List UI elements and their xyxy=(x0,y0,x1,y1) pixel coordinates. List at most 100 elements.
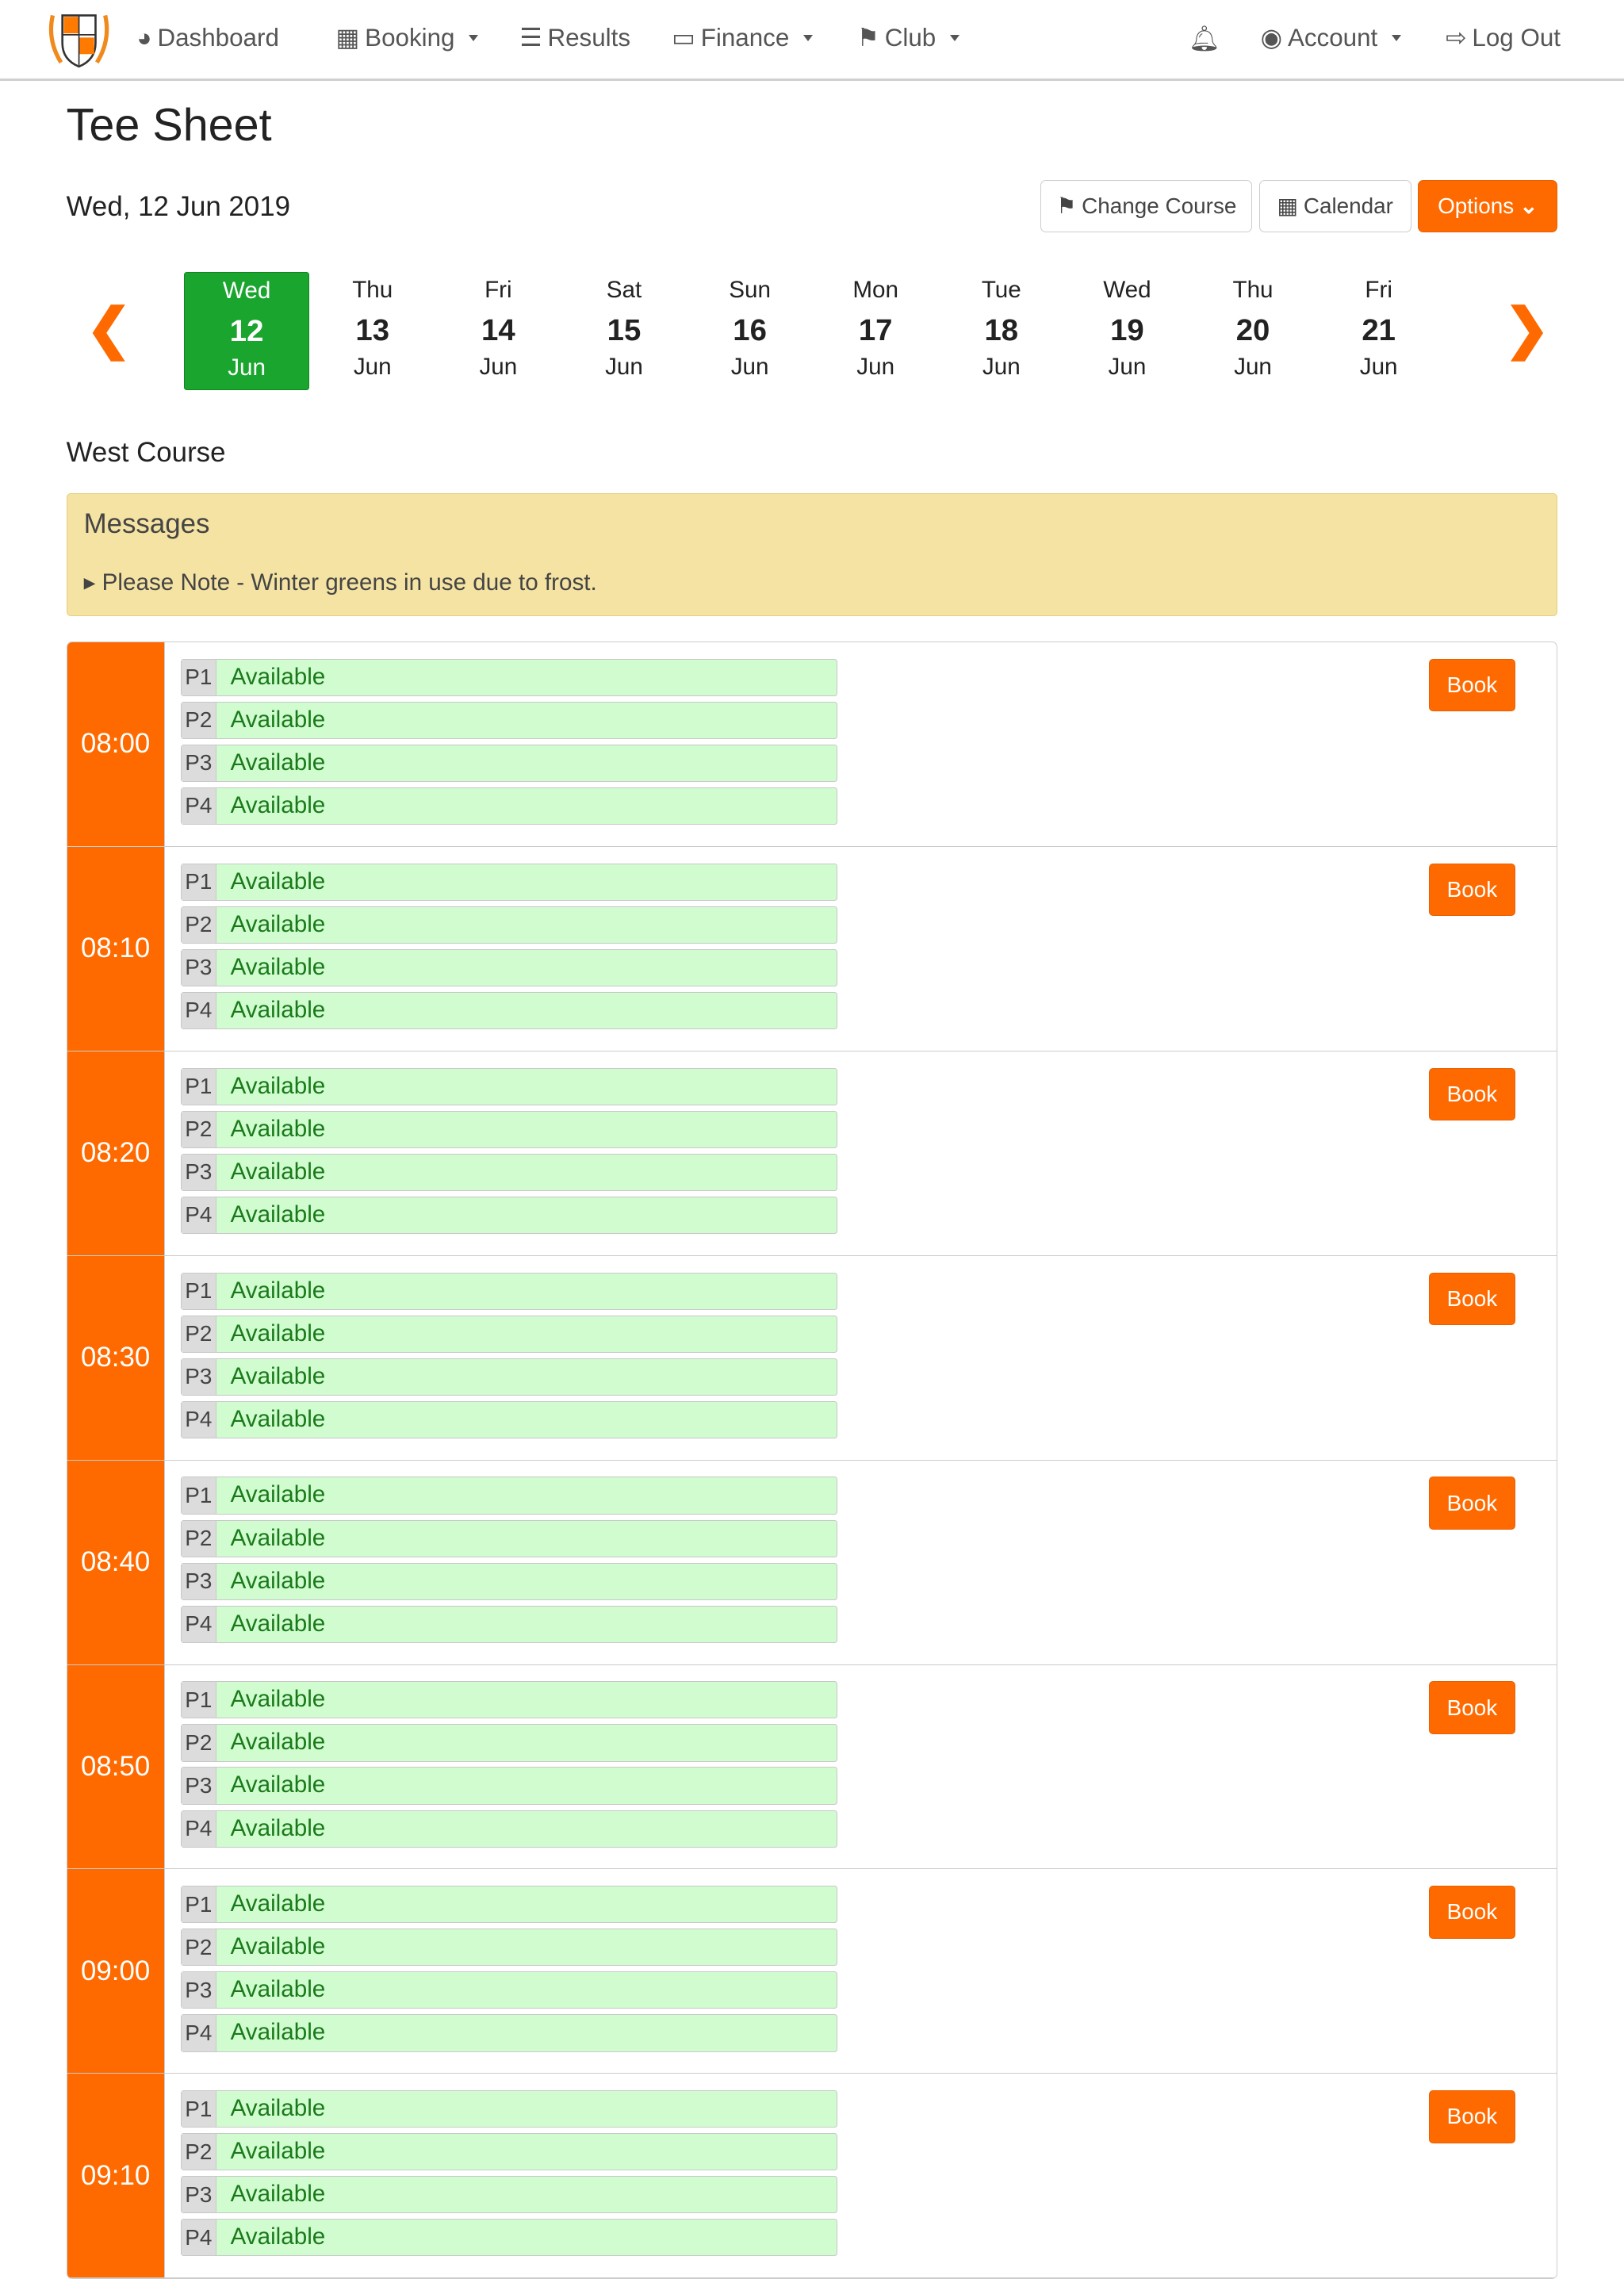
day-month: Jun xyxy=(605,354,643,381)
player-slot-row[interactable]: P1 Available xyxy=(180,1272,837,1310)
nav-dashboard[interactable]: ◕ Dashboard xyxy=(137,24,279,52)
player-position: P2 xyxy=(181,1520,217,1557)
player-slot-row[interactable]: P2 Available xyxy=(180,1519,837,1557)
player-slot-row[interactable]: P4 Available xyxy=(180,787,837,825)
nav-results[interactable]: ☰ Results xyxy=(519,24,630,52)
tee-time: 09:10 xyxy=(67,2074,165,2278)
player-slot-row[interactable]: P4 Available xyxy=(180,2014,837,2052)
player-position: P3 xyxy=(181,1768,217,1804)
day-number: 12 xyxy=(229,313,264,348)
book-button[interactable]: Book xyxy=(1428,1681,1516,1734)
day-number: 18 xyxy=(984,312,1019,347)
date-thu-20[interactable]: Thu 20 Jun xyxy=(1190,272,1316,389)
date-mon-17[interactable]: Mon 17 Jun xyxy=(813,272,939,389)
player-slot-row[interactable]: P4 Available xyxy=(180,1400,837,1438)
player-slot-row[interactable]: P2 Available xyxy=(180,2133,837,2171)
tee-time: 08:00 xyxy=(67,642,165,846)
book-button[interactable]: Book xyxy=(1428,1886,1516,1939)
book-button[interactable]: Book xyxy=(1428,658,1516,711)
course-name: West Course xyxy=(66,436,226,468)
player-slot-row[interactable]: P1 Available xyxy=(180,2090,837,2128)
nav-booking[interactable]: ▦ Booking xyxy=(336,24,478,52)
player-slot-row[interactable]: P3 Available xyxy=(180,744,837,782)
options-button[interactable]: Options ⌄ xyxy=(1418,179,1558,232)
day-month: Jun xyxy=(228,354,266,381)
availability-status: Available xyxy=(230,868,326,894)
next-days-arrow[interactable]: ❯ xyxy=(1503,301,1549,357)
player-slot-row[interactable]: P2 Available xyxy=(180,1724,837,1762)
player-slot-row[interactable]: P4 Available xyxy=(180,991,837,1029)
club-crest-logo[interactable] xyxy=(44,7,113,71)
book-button[interactable]: Book xyxy=(1428,1067,1516,1120)
nav-logout[interactable]: ⇨ Log Out xyxy=(1446,24,1561,52)
nav-account[interactable]: ◉ Account xyxy=(1261,24,1401,52)
player-position: P1 xyxy=(181,1068,217,1105)
player-position: P1 xyxy=(181,864,217,900)
tee-time-slot: 08:40 P1 Available P2 Available P3 Available P4… xyxy=(67,1460,1557,1665)
day-number: 21 xyxy=(1362,312,1396,347)
day-number: 16 xyxy=(733,312,767,347)
player-slot-row[interactable]: P4 Available xyxy=(180,1810,837,1848)
book-button[interactable]: Book xyxy=(1428,1477,1516,1530)
player-slot-row[interactable]: P1 Available xyxy=(180,863,837,901)
player-slot-row[interactable]: P3 Available xyxy=(180,2176,837,2214)
player-slot-row[interactable]: P1 Available xyxy=(180,658,837,696)
nav-finance[interactable]: ▭ Finance xyxy=(672,24,813,52)
date-fri-21[interactable]: Fri 21 Jun xyxy=(1316,272,1442,389)
player-slot-row[interactable]: P3 Available xyxy=(180,1153,837,1191)
player-slot-row[interactable]: P2 Available xyxy=(180,1110,837,1148)
player-slot-row[interactable]: P2 Available xyxy=(180,1315,837,1353)
player-slot-row[interactable]: P3 Available xyxy=(180,948,837,986)
player-slot-row[interactable]: P3 Available xyxy=(180,1767,837,1805)
previous-days-arrow[interactable]: ❮ xyxy=(86,301,132,357)
player-position: P2 xyxy=(181,702,217,738)
date-fri-14[interactable]: Fri 14 Jun xyxy=(435,272,561,389)
date-sat-15[interactable]: Sat 15 Jun xyxy=(561,272,688,389)
date-thu-13[interactable]: Thu 13 Jun xyxy=(309,272,435,389)
player-slot-row[interactable]: P4 Available xyxy=(180,1605,837,1643)
date-wed-19[interactable]: Wed 19 Jun xyxy=(1064,272,1190,389)
day-of-week: Thu xyxy=(352,276,393,303)
player-position: P2 xyxy=(181,2134,217,2170)
calendar-button[interactable]: ▦ Calendar xyxy=(1258,179,1411,232)
day-number: 15 xyxy=(607,312,642,347)
player-slot-row[interactable]: P4 Available xyxy=(180,2219,837,2257)
player-slot-row[interactable]: P2 Available xyxy=(180,1929,837,1967)
date-tue-18[interactable]: Tue 18 Jun xyxy=(938,272,1064,389)
availability-status: Available xyxy=(230,953,326,980)
book-button[interactable]: Book xyxy=(1428,1272,1516,1325)
tee-time: 09:00 xyxy=(67,1869,165,2074)
availability-status: Available xyxy=(230,1567,326,1594)
day-of-week: Fri xyxy=(1365,276,1392,303)
change-course-label: Change Course xyxy=(1082,193,1237,218)
day-of-week: Sat xyxy=(606,276,642,303)
availability-status: Available xyxy=(230,1320,326,1346)
notifications-bell[interactable]: 🔔︎ xyxy=(1189,24,1220,53)
player-slot-row[interactable]: P1 Available xyxy=(180,1477,837,1515)
nav-club[interactable]: ⚑ Club xyxy=(857,24,959,52)
player-slot-row[interactable]: P2 Available xyxy=(180,701,837,739)
player-position: P1 xyxy=(181,659,217,695)
nav-booking-label: Booking xyxy=(365,23,455,52)
player-slot-row[interactable]: P1 Available xyxy=(180,1067,837,1105)
book-button[interactable]: Book xyxy=(1428,863,1516,916)
player-slot-row[interactable]: P3 Available xyxy=(180,1971,837,2009)
availability-status: Available xyxy=(230,1686,326,1713)
player-slot-row[interactable]: P2 Available xyxy=(180,906,837,944)
book-button[interactable]: Book xyxy=(1428,2090,1516,2143)
player-slot-row[interactable]: P3 Available xyxy=(180,1358,837,1396)
availability-status: Available xyxy=(230,910,326,937)
change-course-button[interactable]: ⚑ Change Course xyxy=(1040,179,1253,232)
date-sun-16[interactable]: Sun 16 Jun xyxy=(687,272,813,389)
player-position: P2 xyxy=(181,1316,217,1352)
availability-status: Available xyxy=(230,1933,326,1960)
player-slot-row[interactable]: P1 Available xyxy=(180,1886,837,1924)
tee-time: 08:50 xyxy=(67,1664,165,1869)
player-slot-row[interactable]: P1 Available xyxy=(180,1681,837,1719)
player-position: P4 xyxy=(181,992,217,1028)
availability-status: Available xyxy=(230,1524,326,1551)
day-of-week: Thu xyxy=(1232,276,1274,303)
player-slot-row[interactable]: P4 Available xyxy=(180,1196,837,1234)
player-slot-row[interactable]: P3 Available xyxy=(180,1562,837,1600)
date-wed-12[interactable]: Wed 12 Jun xyxy=(183,272,310,390)
